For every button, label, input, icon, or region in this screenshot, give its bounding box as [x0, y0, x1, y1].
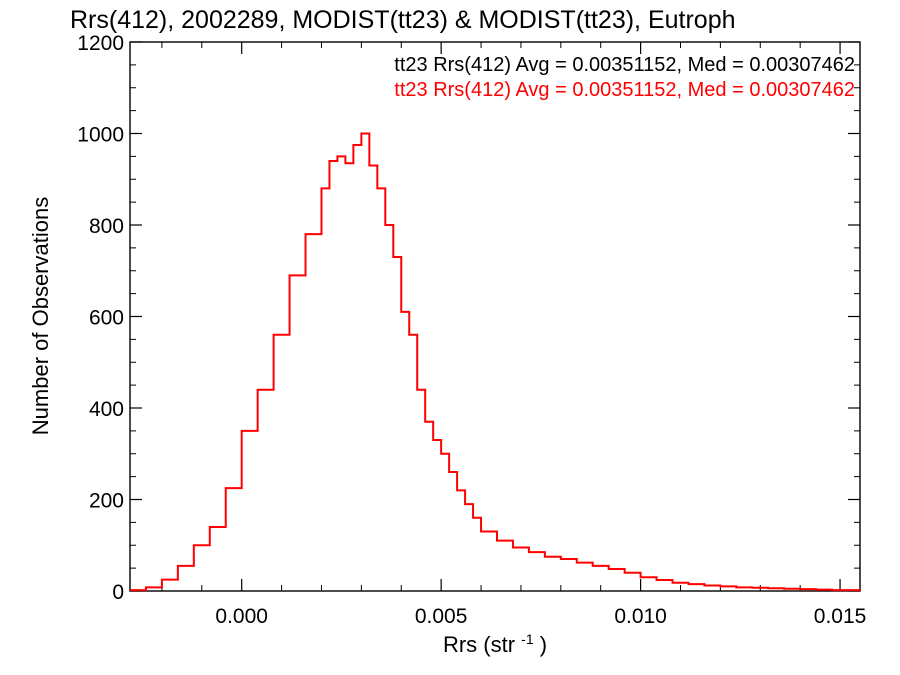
- x-tick-label: 0.010: [614, 605, 667, 628]
- x-tick-label: 0.005: [415, 605, 468, 628]
- y-tick-label: 200: [89, 490, 124, 513]
- x-tick-label: 0.000: [215, 605, 268, 628]
- chart-title: Rrs(412), 2002289, MODIST(tt23) & MODIST…: [70, 6, 736, 34]
- x-axis-label-end: ): [540, 632, 547, 657]
- annotation-avg-red: tt23 Rrs(412) Avg = 0.00351152, Med = 0.…: [394, 79, 855, 101]
- y-axis-ticks: 0 200 400 600 800 1000 1200: [77, 32, 860, 604]
- x-axis-label: Rrs (str -1 ): [443, 624, 547, 657]
- x-axis-ticks: 0.000 0.005 0.010 0.015: [161, 42, 867, 628]
- plot-frame: [129, 41, 861, 592]
- y-tick-label: 400: [89, 398, 124, 421]
- y-tick-label: 800: [89, 215, 124, 238]
- y-tick-label: 1200: [77, 32, 124, 55]
- x-tick-label: 0.015: [814, 605, 867, 628]
- histogram-line: [130, 132, 861, 592]
- x-axis-label-main: Rrs (str: [443, 632, 515, 657]
- x-axis-label-sup: -1: [521, 631, 534, 647]
- y-axis-label: Number of Observations: [28, 197, 53, 435]
- y-tick-label: 600: [89, 307, 124, 330]
- y-tick-label: 1000: [77, 124, 124, 147]
- y-tick-label: 0: [112, 581, 124, 604]
- annotation-avg-black: tt23 Rrs(412) Avg = 0.00351152, Med = 0.…: [394, 54, 855, 76]
